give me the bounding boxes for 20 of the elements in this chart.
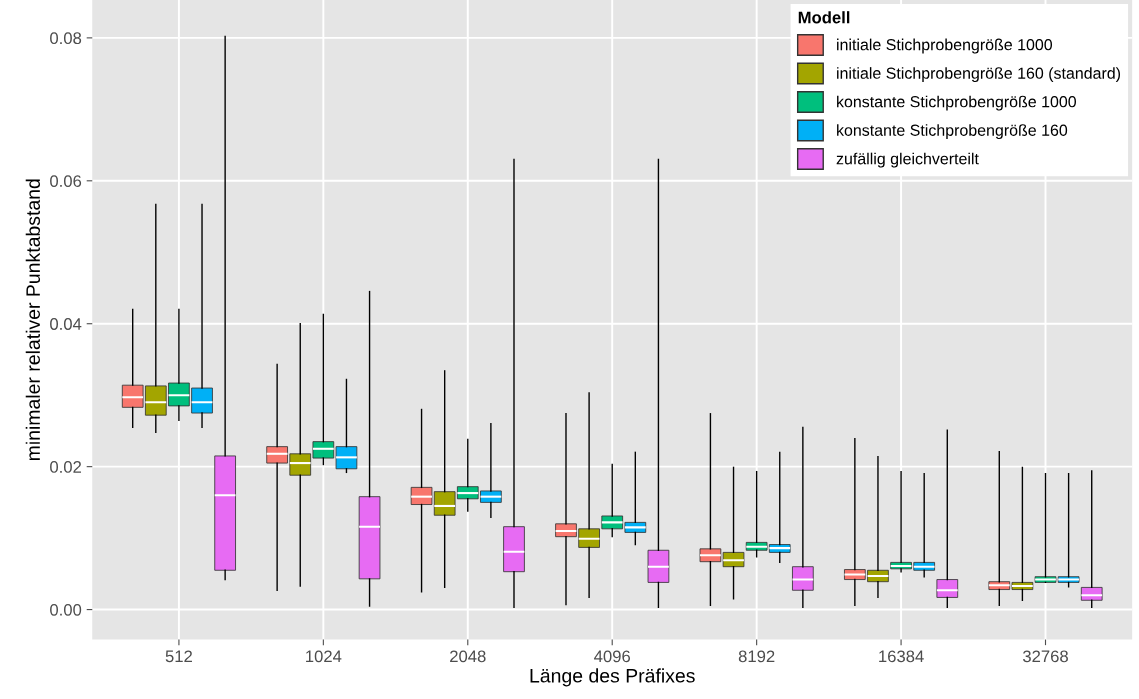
y-tick-label: 0.08 (50, 32, 82, 45)
x-tick-label: 32768 (1022, 650, 1068, 663)
x-axis-title: Länge des Präfixes (530, 668, 695, 687)
legend-label: zufällig gleichverteilt (836, 152, 979, 168)
x-tick-label: 16384 (879, 650, 924, 663)
y-axis-title: minimaler relativer Punktabstand (25, 179, 41, 461)
x-tick-label: 2048 (450, 650, 486, 663)
y-tick-label: 0.02 (50, 461, 82, 473)
x-tick-label: 1024 (306, 650, 342, 663)
x-tick-label: 512 (165, 650, 192, 663)
legend-label: initiale Stichprobengröße 160 (standard) (837, 67, 1121, 83)
x-tick-label: 4096 (594, 650, 631, 663)
y-tick-label: 0.06 (50, 175, 82, 187)
legend-title: Modell (798, 11, 850, 24)
y-tick-label: 0.00 (50, 603, 82, 616)
legend-label: initiale Stichprobengröße 1000 (837, 38, 1053, 54)
y-tick-label: 0.04 (50, 318, 82, 330)
legend-label: konstante Stichprobengröße 1000 (837, 95, 1077, 111)
legend-label: konstante Stichprobengröße 160 (837, 124, 1068, 140)
x-tick-label: 8192 (738, 650, 775, 663)
